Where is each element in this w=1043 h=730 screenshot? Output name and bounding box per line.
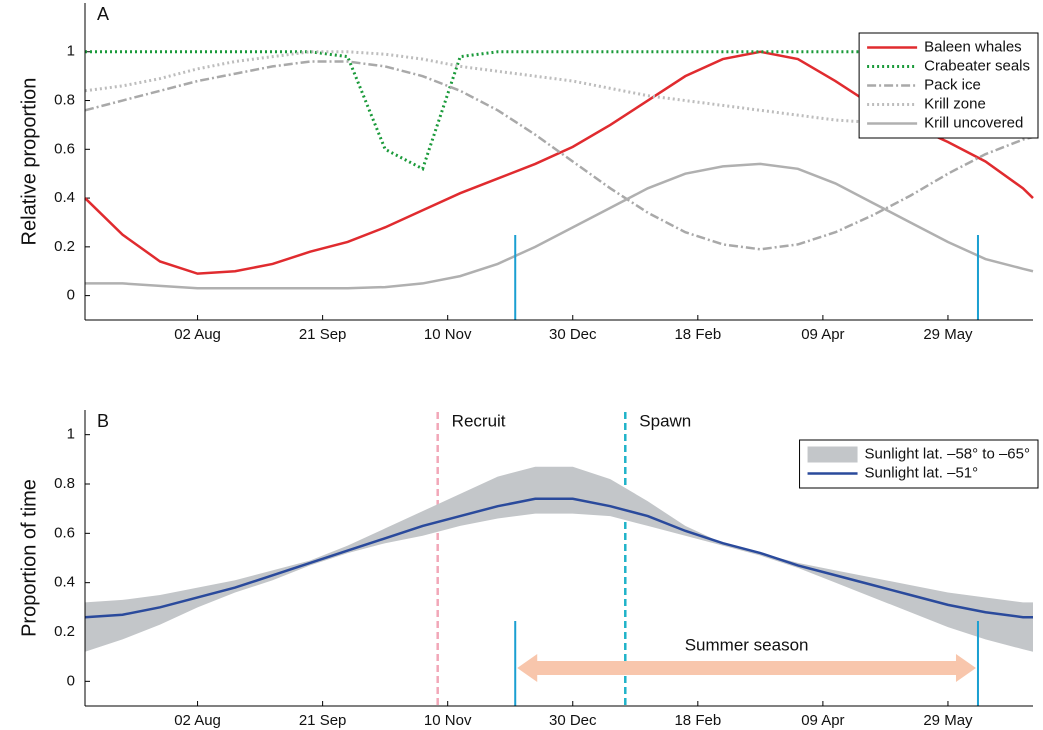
legend-label: Sunlight lat. –51°: [865, 464, 979, 481]
y-tick-label: 0.6: [54, 524, 75, 541]
band: [85, 466, 1033, 652]
legend-label: Crabeater seals: [924, 57, 1030, 74]
legend-label: Sunlight lat. –58° to –65°: [865, 445, 1030, 462]
y-tick-label: 0.2: [54, 238, 75, 255]
panel: B Proportion of time 0 0.2 0.4 0.6 0.8 1 02 Aug 2…: [18, 410, 1039, 729]
y-tick-label: 0: [67, 672, 75, 689]
panel: A Relative proportion 0 0.2 0.4 0.6 0.8 1 02 Aug…: [18, 3, 1039, 343]
y-tick-label: 0.6: [54, 140, 75, 157]
y-tick-label: 0.8: [54, 475, 75, 492]
panel-label: B: [97, 411, 109, 431]
season-arrow: [517, 654, 976, 682]
x-tick-label: 09 Apr: [801, 712, 844, 729]
y-tick-label: 0.4: [54, 574, 75, 591]
y-tick-label: 1: [67, 426, 75, 443]
y-axis-label: Relative proportion: [18, 78, 40, 246]
y-tick-label: 0: [67, 287, 75, 304]
legend: Baleen whales Crabeater seals Pack ice Kril…: [858, 32, 1039, 139]
x-tick-label: 21 Sep: [299, 712, 347, 729]
season-label: Summer season: [685, 635, 809, 654]
x-tick-label: 29 May: [923, 326, 973, 343]
x-tick-label: 10 Nov: [424, 712, 472, 729]
panel-label: A: [97, 4, 109, 24]
legend-label: Baleen whales: [924, 38, 1022, 55]
legend-label: Pack ice: [924, 76, 981, 93]
line: [84, 497, 1033, 619]
x-tick-label: 02 Aug: [174, 712, 221, 729]
y-tick-label: 0.8: [54, 92, 75, 109]
legend: Sunlight lat. –58° to –65° Sunlight lat. …: [799, 439, 1039, 489]
reference-label: Spawn: [639, 411, 691, 430]
x-tick-label: 21 Sep: [299, 326, 347, 343]
legend-swatch: [807, 446, 858, 463]
x-tick-label: 30 Dec: [549, 326, 597, 343]
line: [84, 60, 1034, 251]
x-tick-label: 10 Nov: [424, 326, 472, 343]
x-tick-label: 18 Feb: [674, 326, 721, 343]
y-tick-label: 0.2: [54, 623, 75, 640]
legend-label: Krill zone: [924, 95, 986, 112]
line: [85, 162, 1034, 290]
x-tick-label: 29 May: [923, 712, 973, 729]
y-axis-label: Proportion of time: [18, 479, 40, 637]
reference-label: Recruit: [452, 411, 506, 430]
y-tick-label: 0.4: [54, 189, 75, 206]
legend-label: Krill uncovered: [924, 114, 1023, 131]
x-tick-label: 02 Aug: [174, 326, 221, 343]
x-tick-label: 09 Apr: [801, 326, 844, 343]
y-tick-label: 1: [67, 43, 75, 60]
x-tick-label: 18 Feb: [674, 712, 721, 729]
x-tick-label: 30 Dec: [549, 712, 597, 729]
